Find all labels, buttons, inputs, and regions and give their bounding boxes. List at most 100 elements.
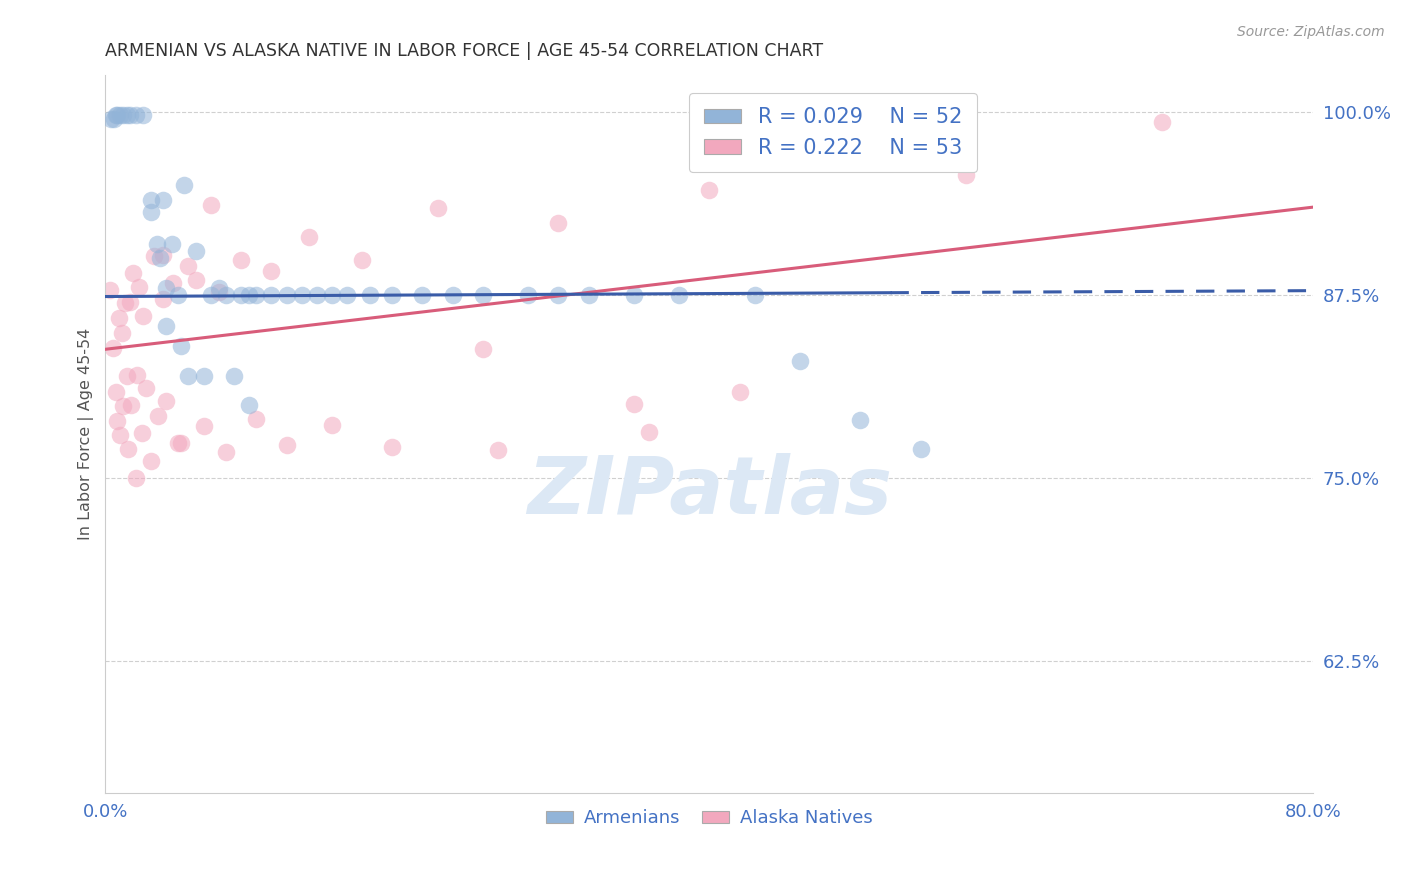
Point — [305, 288, 328, 302]
Point — [910, 442, 932, 456]
Point — [207, 281, 229, 295]
Point — [623, 288, 645, 302]
Point — [411, 288, 433, 302]
Point — [207, 285, 229, 299]
Point — [139, 454, 162, 468]
Point — [132, 108, 155, 122]
Text: ARMENIAN VS ALASKA NATIVE IN LABOR FORCE | AGE 45-54 CORRELATION CHART: ARMENIAN VS ALASKA NATIVE IN LABOR FORCE… — [105, 42, 824, 60]
Point — [193, 368, 215, 383]
Point — [744, 288, 766, 302]
Point — [124, 108, 146, 122]
Point — [155, 281, 177, 295]
Point — [222, 368, 245, 383]
Point — [245, 412, 267, 426]
Point — [177, 368, 200, 383]
Text: Source: ZipAtlas.com: Source: ZipAtlas.com — [1237, 25, 1385, 39]
Point — [291, 288, 314, 302]
Point — [101, 342, 124, 356]
Point — [200, 198, 222, 212]
Point — [148, 409, 170, 424]
Point — [152, 247, 174, 261]
Point — [118, 108, 141, 122]
Point — [139, 204, 162, 219]
Point — [117, 442, 139, 457]
Point — [441, 288, 464, 302]
Point — [139, 193, 162, 207]
Point — [142, 249, 165, 263]
Point — [638, 425, 661, 439]
Point — [149, 252, 172, 266]
Point — [547, 288, 569, 302]
Point — [173, 178, 195, 193]
Point — [238, 398, 260, 412]
Point — [276, 438, 298, 452]
Point — [108, 311, 131, 326]
Point — [131, 425, 153, 440]
Point — [849, 412, 872, 426]
Point — [98, 283, 121, 297]
Point — [110, 108, 132, 122]
Point — [578, 288, 600, 302]
Point — [128, 279, 150, 293]
Point — [132, 309, 155, 323]
Point — [260, 288, 283, 302]
Point — [276, 288, 298, 302]
Point — [298, 230, 321, 244]
Point — [160, 236, 183, 251]
Point — [155, 393, 177, 408]
Y-axis label: In Labor Force | Age 45-54: In Labor Force | Age 45-54 — [79, 328, 94, 541]
Point — [381, 441, 404, 455]
Point — [177, 259, 200, 273]
Point — [103, 112, 125, 127]
Point — [118, 295, 141, 310]
Point — [170, 339, 193, 353]
Point — [321, 418, 343, 433]
Point — [135, 381, 157, 395]
Point — [152, 193, 174, 207]
Point — [547, 216, 569, 230]
Point — [426, 201, 449, 215]
Point — [1152, 115, 1174, 129]
Point — [184, 273, 207, 287]
Point — [215, 445, 238, 459]
Point — [100, 112, 122, 127]
Point — [623, 397, 645, 411]
Point — [104, 108, 127, 122]
Point — [107, 414, 129, 428]
Point — [231, 252, 253, 267]
Point — [728, 384, 751, 399]
Point — [471, 288, 494, 302]
Point — [110, 428, 132, 442]
Point — [170, 436, 193, 450]
Point — [112, 399, 135, 413]
Point — [107, 108, 129, 122]
Point — [184, 244, 207, 258]
Point — [121, 266, 143, 280]
Point — [155, 318, 177, 333]
Point — [955, 168, 977, 182]
Point — [124, 470, 146, 484]
Point — [200, 288, 222, 302]
Point — [104, 384, 127, 399]
Point — [231, 288, 253, 302]
Point — [336, 288, 359, 302]
Point — [238, 288, 260, 302]
Point — [359, 288, 381, 302]
Point — [111, 326, 134, 340]
Point — [789, 354, 811, 368]
Text: ZIPatlas: ZIPatlas — [527, 453, 891, 531]
Point — [145, 236, 167, 251]
Point — [486, 442, 509, 457]
Point — [215, 288, 238, 302]
Point — [668, 288, 690, 302]
Point — [152, 292, 174, 306]
Point — [260, 264, 283, 278]
Point — [352, 253, 374, 268]
Point — [127, 368, 149, 382]
Point — [115, 369, 138, 384]
Point — [166, 288, 188, 302]
Point — [166, 436, 188, 450]
Point — [193, 418, 215, 433]
Point — [321, 288, 343, 302]
Point — [471, 342, 494, 356]
